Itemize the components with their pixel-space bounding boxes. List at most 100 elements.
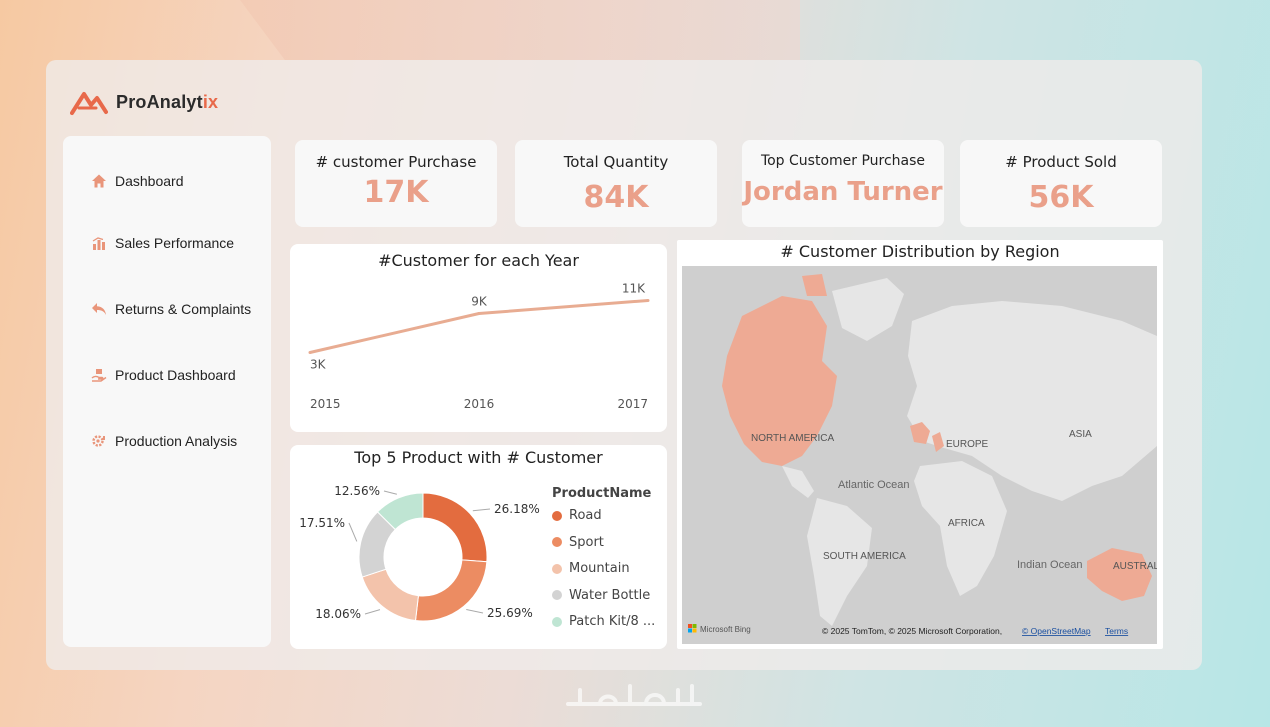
terms-link[interactable]: Terms — [1105, 626, 1128, 636]
product-hand-icon — [91, 369, 107, 382]
kpi-title: # customer Purchase — [315, 153, 477, 171]
legend-item[interactable]: Sport — [552, 535, 604, 550]
line-point[interactable] — [477, 312, 481, 315]
line-data-label: 3K — [310, 358, 327, 372]
kpi-title: Total Quantity — [563, 153, 669, 171]
map-region-europe-west[interactable] — [910, 422, 930, 444]
map-land-eurasia — [907, 301, 1157, 501]
kpi-value: 84K — [583, 180, 649, 215]
map-label-europe: EUROPE — [946, 439, 989, 450]
brand-logo: ProAnalytix — [70, 88, 218, 116]
pro-analytix-logo-icon — [70, 92, 108, 115]
line-data-label: 11K — [622, 282, 646, 296]
map-attribution: © 2025 TomTom, © 2025 Microsoft Corporat… — [822, 626, 1002, 636]
sidebar-item-label: Production Analysis — [115, 433, 238, 449]
map-region-north-america[interactable] — [722, 296, 837, 466]
map-label-atlantic-ocean: Atlantic Ocean — [838, 479, 910, 491]
legend-item[interactable]: Road — [552, 508, 602, 523]
donut-legend-title: ProductName — [552, 486, 652, 501]
sidebar-item-label: Product Dashboard — [115, 367, 236, 383]
kpi-card-product-sold: # Product Sold 56K — [960, 140, 1162, 227]
legend-item[interactable]: Water Bottle — [552, 588, 650, 603]
legend-swatch — [552, 510, 562, 521]
legend-label: Water Bottle — [569, 587, 651, 603]
kpi-value: Jordan Turner — [743, 177, 943, 207]
map-label-australia: AUSTRAL — [1113, 561, 1157, 572]
map-region-arctic-islands — [802, 274, 827, 296]
kpi-title: Top Customer Purchase — [760, 153, 926, 169]
map-land-africa — [914, 461, 1007, 596]
map-land-greenland — [832, 278, 904, 341]
watermark — [560, 676, 710, 716]
microsoft-logo-square — [692, 628, 697, 633]
map-region-australia[interactable] — [1087, 548, 1152, 601]
line-chart-card: #Customer for each Year 3K 2015 9K 2016 11K 2… — [290, 244, 667, 432]
donut-chart: 26.18% 25.69% 18.06% 17.51% 12.56% — [299, 484, 540, 622]
brand-name: ProAnalytix — [116, 91, 219, 112]
donut-data-label: 17.51% — [299, 516, 345, 530]
legend-item[interactable]: Mountain — [552, 561, 630, 576]
donut-leader-line — [364, 609, 381, 615]
sidebar-item-production-analysis[interactable]: Production Analysis — [91, 433, 237, 449]
map-land-central-america — [782, 466, 814, 498]
sidebar-item-dashboard[interactable]: Dashboard — [91, 173, 184, 189]
donut-leader-line — [348, 522, 358, 542]
x-tick-label: 2016 — [464, 397, 495, 411]
sidebar-item-product-dashboard[interactable]: Product Dashboard — [91, 367, 236, 383]
home-icon — [92, 174, 106, 188]
sidebar-item-sales-performance[interactable]: Sales Performance — [91, 235, 234, 251]
map-land-south-america — [807, 498, 872, 626]
map-label-asia: ASIA — [1069, 429, 1092, 440]
map-label-north-america: NORTH AMERICA — [751, 433, 834, 444]
line-data-label: 9K — [471, 295, 488, 309]
world-map[interactable]: NORTH AMERICA EUROPE ASIA AFRICA SOUTH A… — [682, 266, 1157, 644]
donut-data-label: 18.06% — [315, 607, 361, 621]
x-tick-label: 2015 — [310, 397, 341, 411]
donut-leader-line — [466, 608, 484, 614]
donut-data-label: 26.18% — [494, 502, 540, 516]
kpi-card-top-customer: Top Customer Purchase Jordan Turner — [742, 140, 944, 227]
donut-chart-title: Top 5 Product with # Customer — [354, 448, 603, 467]
donut-chart-card: Top 5 Product with # Customer — [290, 445, 667, 649]
map-label-south-america: SOUTH AMERICA — [823, 551, 906, 562]
donut-slice-patch-kit-8-[interactable] — [376, 492, 424, 531]
legend-swatch — [552, 590, 562, 600]
microsoft-logo-square — [688, 628, 692, 633]
sidebar-item-returns-complaints[interactable]: Returns & Complaints — [91, 301, 251, 317]
openstreetmap-link[interactable]: © OpenStreetMap — [1022, 626, 1091, 636]
watermark-logo-icon — [566, 684, 702, 706]
map-region-europe-central[interactable] — [932, 432, 944, 452]
kpi-card-customer-purchase: # customer Purchase 17K — [295, 140, 497, 227]
line-chart: 3K 2015 9K 2016 11K 2017 — [308, 282, 650, 411]
donut-data-label: 25.69% — [487, 606, 533, 620]
line-point[interactable] — [646, 299, 650, 302]
legend-swatch — [552, 616, 562, 627]
line-point[interactable] — [308, 351, 312, 354]
return-arrow-icon — [92, 303, 106, 315]
donut-leader-line — [472, 508, 491, 512]
microsoft-logo-square — [692, 624, 697, 628]
bar-chart-icon — [92, 237, 105, 250]
sidebar-item-label: Dashboard — [115, 173, 184, 189]
donut-slice-road[interactable] — [422, 492, 488, 563]
legend-swatch — [552, 537, 562, 547]
sidebar: Dashboard Sales Performance Returns & Co… — [63, 136, 271, 647]
sidebar-item-label: Returns & Complaints — [115, 301, 252, 317]
donut-leader-line — [383, 490, 397, 495]
microsoft-logo-icon — [688, 624, 692, 628]
sidebar-item-label: Sales Performance — [115, 235, 235, 251]
kpi-title: # Product Sold — [1005, 153, 1117, 171]
kpi-value: 56K — [1028, 180, 1094, 215]
legend-label: Patch Kit/8 ... — [569, 614, 656, 629]
map-label-africa: AFRICA — [948, 518, 985, 529]
legend-item[interactable]: Patch Kit/8 ... — [552, 614, 655, 629]
line-chart-title: #Customer for each Year — [378, 251, 579, 270]
kpi-value: 17K — [363, 175, 429, 210]
gear-analysis-icon — [92, 435, 105, 447]
map-title: # Customer Distribution by Region — [780, 242, 1060, 261]
x-tick-label: 2017 — [617, 397, 648, 411]
legend-label: Sport — [569, 534, 604, 550]
background-shape — [240, 0, 800, 60]
legend-label: Road — [569, 508, 602, 523]
map-label-indian-ocean: Indian Ocean — [1017, 559, 1082, 571]
